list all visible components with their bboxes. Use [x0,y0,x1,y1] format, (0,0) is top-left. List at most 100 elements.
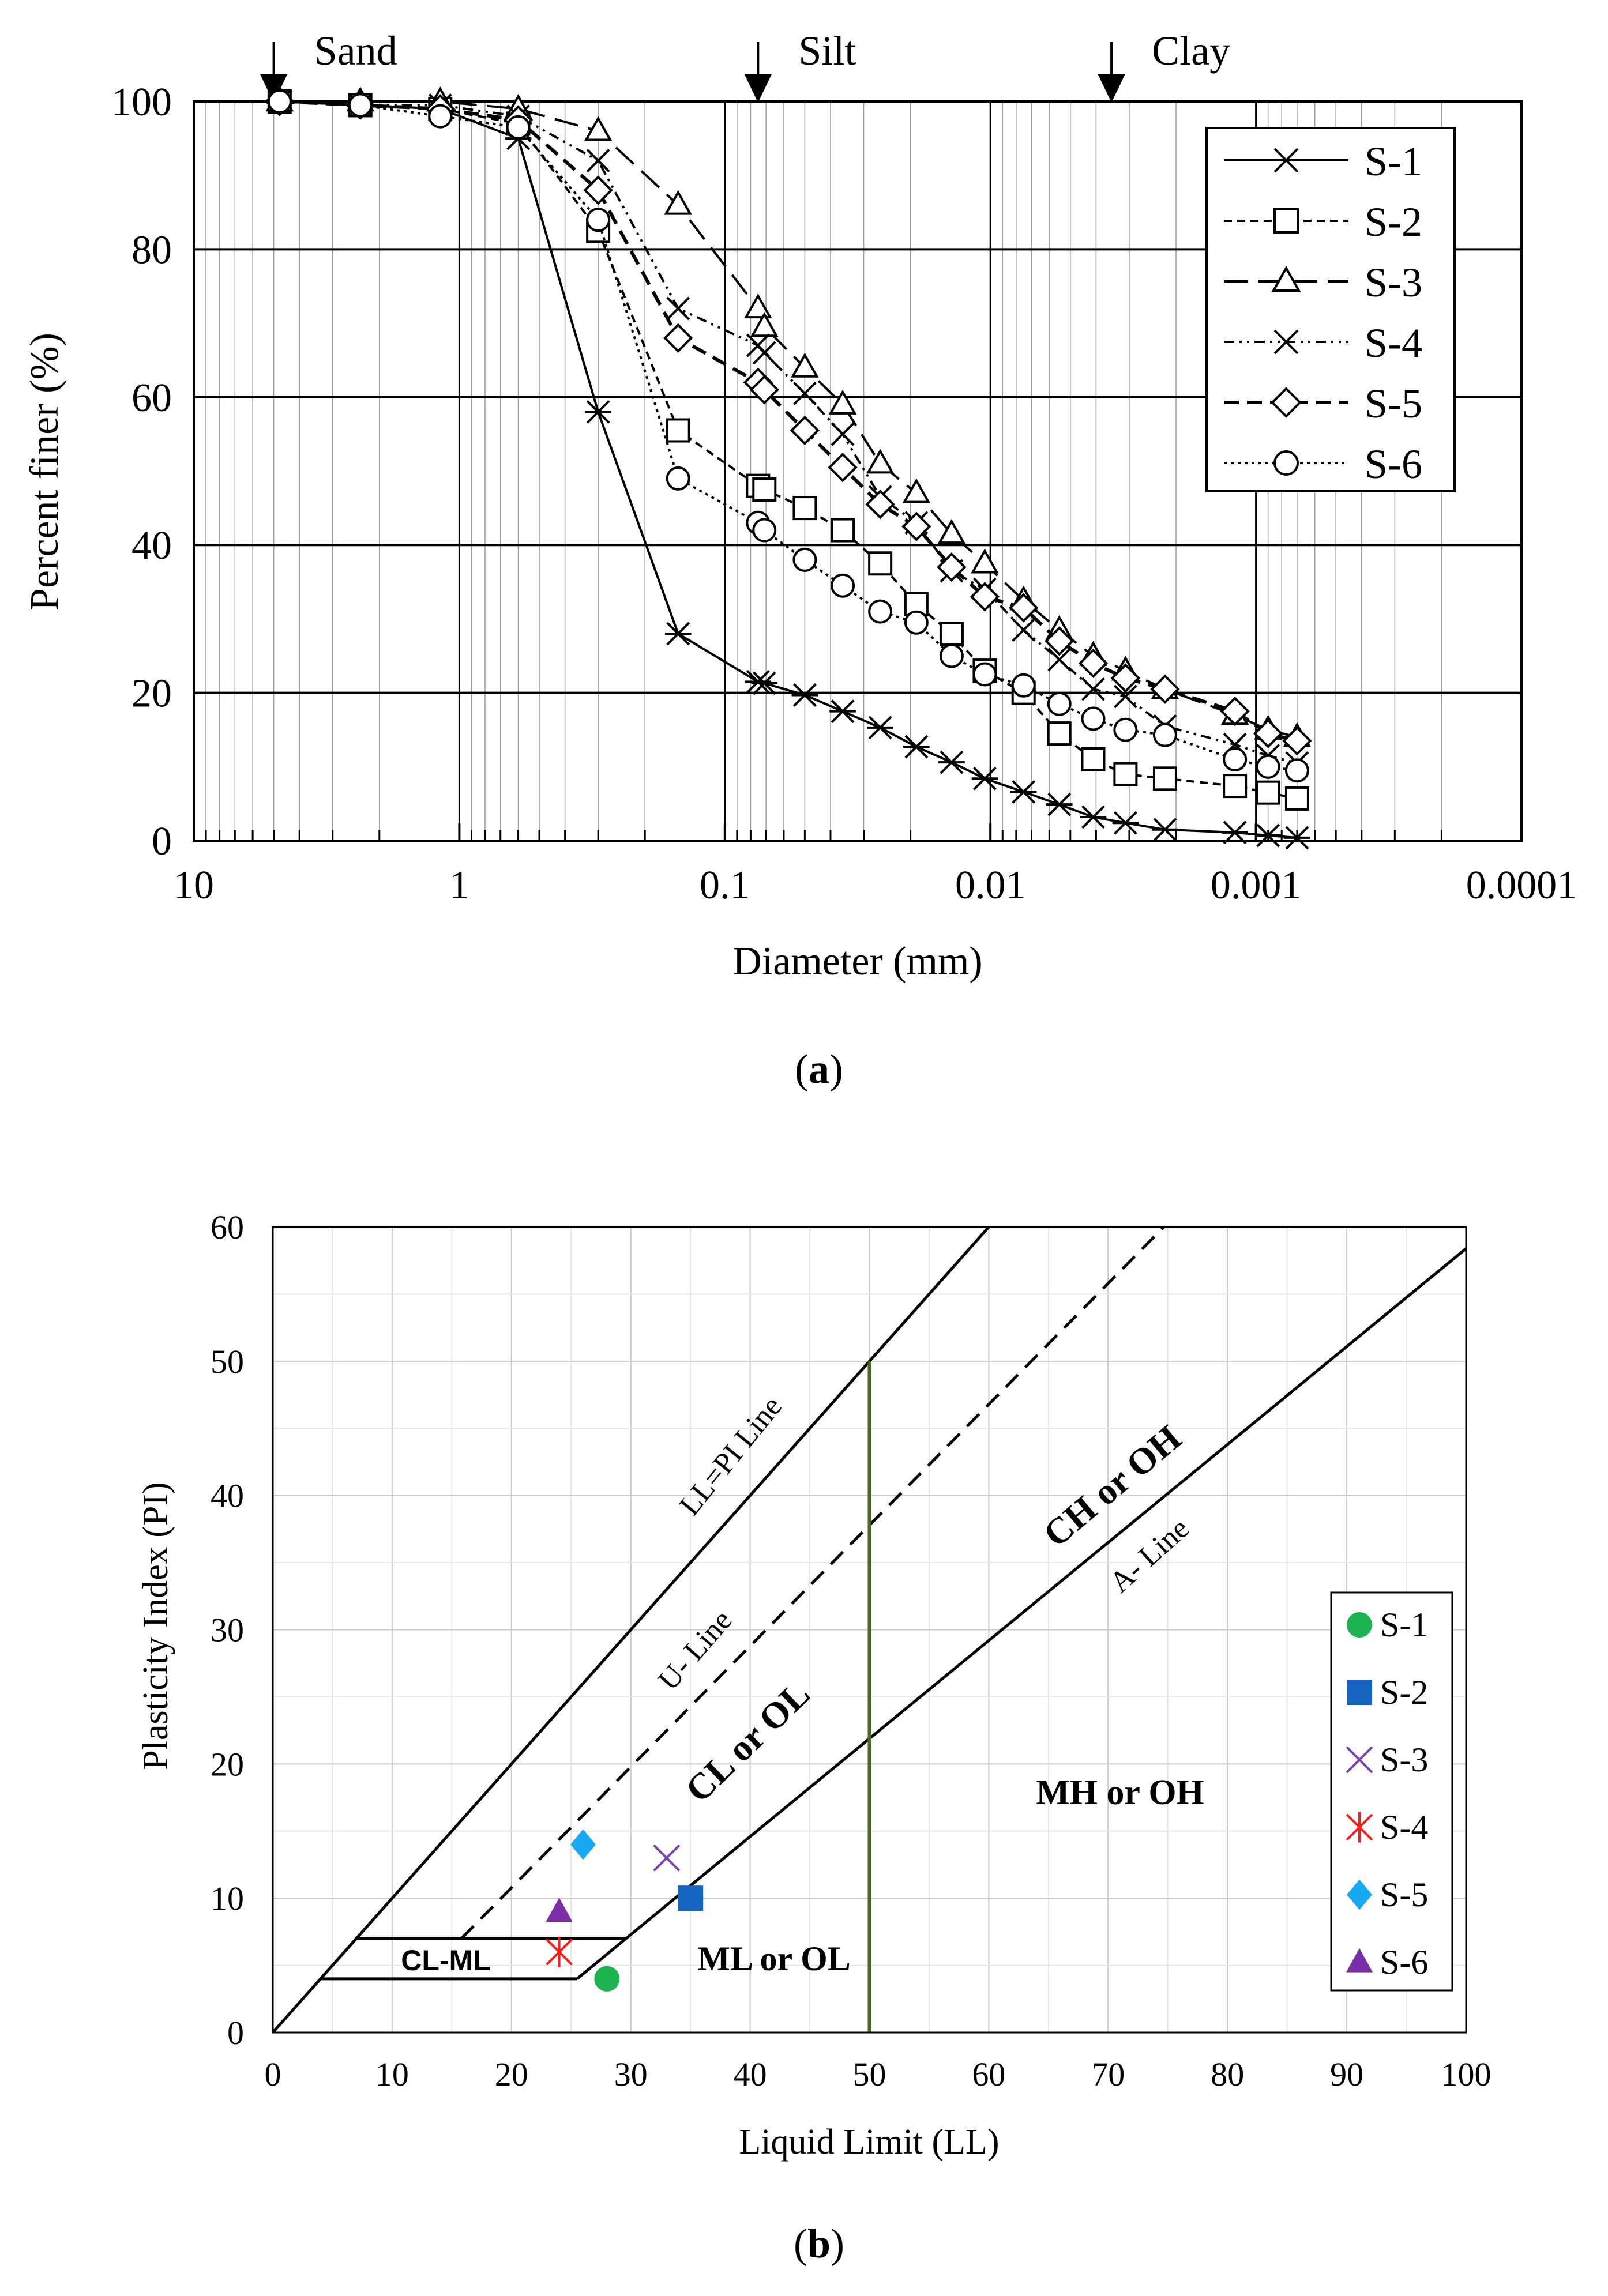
legend-label: S-4 [1380,1808,1428,1846]
triangle-marker [546,1898,573,1922]
legend-item-s-4: S-4 [1224,320,1422,366]
series-s-4 [268,89,1309,775]
circle-marker [267,89,292,114]
triangle-marker [584,116,613,141]
region-label-mh-or-oh: MH or OH [1036,1773,1204,1812]
diamond-marker [901,511,931,541]
diamond-marker [1271,387,1302,418]
x-tick-label: 60 [972,2056,1005,2093]
line-label-a: A- Line [1103,1512,1195,1599]
legend-label: S-5 [1365,381,1422,427]
asterisk-marker [829,699,856,724]
y-tick-label: 100 [111,80,172,125]
legend-item-s-2: S-2 [1224,199,1422,245]
plot-frame [272,1226,1467,2034]
circle-marker [1011,673,1036,698]
series-s-3 [265,86,1312,747]
legend-item-s-1: S-1 [1347,1606,1428,1644]
series-lines [265,86,1312,850]
square-marker [1081,747,1106,771]
x-tick-label: 10 [375,2056,409,2093]
y-tick-label: 60 [132,376,172,420]
circle-marker [1273,450,1299,476]
x-marker [1047,648,1072,672]
legend-item-s-5: S-5 [1347,1876,1428,1914]
triangle-marker [828,389,857,415]
region-label-ml-or-ol: ML or OL [697,1940,851,1978]
legend-item-s-1: S-1 [1224,138,1422,185]
circle-marker [831,573,855,598]
u-line [460,1227,1166,1940]
square-marker [1223,774,1248,799]
circle-marker [594,1966,620,1992]
circle-marker [792,547,817,572]
legend-label: S-5 [1380,1876,1428,1914]
x-stroke [1346,1746,1373,1774]
x-stroke [1081,677,1105,701]
asterisk-marker [585,400,611,424]
series-s-2 [267,89,1309,811]
legend-label: S-1 [1380,1606,1428,1644]
asterisk-marker [791,683,818,707]
x-marker [1346,1746,1373,1774]
asterisk-marker [1346,1812,1373,1843]
x-tick-labels: 0 10 20 30 40 50 60 70 80 90 100 [265,2056,1491,2093]
x-tick-label: 0.1 [700,863,750,908]
circle-marker [939,643,964,668]
point-s-1 [594,1966,620,1992]
legend-label: S-6 [1380,1943,1428,1981]
diamond-marker [1009,593,1039,623]
x-marker [586,149,610,172]
y-tick-label: 20 [211,1745,244,1783]
x-marker [653,1844,681,1872]
legend: S-1 S-2 S-3 S-4 S-5 S-6 [1330,1591,1453,1992]
asterisk-marker [1112,811,1139,835]
diamond-marker [1282,726,1312,756]
legend-item-s-3: S-3 [1346,1741,1428,1779]
circle-marker [1152,722,1177,747]
zone-label-sand: Sand [314,28,397,74]
x-tick-label: 0.0001 [1466,863,1577,908]
ll-pi-line [273,1227,991,2032]
diamond-marker [1110,663,1141,693]
caption-a-letter: a [809,1046,829,1092]
asterisk-marker [1046,792,1073,816]
circle-marker [752,518,777,543]
point-s-4 [546,1936,573,1967]
square-marker [868,551,893,576]
x-axis-label: Liquid Limit (LL) [739,2122,999,2162]
diamond-marker [663,323,693,353]
x-marker [752,341,776,365]
x-tick-label: 50 [853,2056,886,2093]
x-axis-label: Diameter (mm) [732,939,982,984]
legend-label: S-1 [1365,138,1422,185]
square-marker [666,418,690,443]
legend-box [1330,1591,1453,1992]
x-tick-label: 10 [174,863,214,908]
x-stroke [653,1844,681,1872]
x-tick-label: 90 [1330,2056,1363,2093]
square-marker [1284,786,1309,811]
square-marker [1047,721,1072,746]
square-marker [792,496,817,521]
y-tick-label: 20 [132,672,172,716]
asterisk-marker [1152,818,1178,842]
x-stroke [792,381,817,405]
diamond-marker [937,552,967,582]
diamond-marker [865,490,895,520]
circle-marker [1113,717,1138,742]
y-tick-label: 30 [211,1612,244,1649]
point-s-5 [570,1829,596,1860]
asterisk-marker [867,716,893,740]
triangle-marker [743,293,772,319]
triangle-marker [1271,265,1301,292]
y-tick-label: 0 [227,2014,244,2052]
legend-label: S-2 [1380,1673,1428,1711]
legend-item-s-3: S-3 [1224,259,1422,306]
asterisk-marker [1080,805,1107,829]
x-stroke [1113,684,1137,709]
circle-marker [1081,706,1106,731]
triangle-marker [866,449,895,474]
series-line-s-5 [279,100,1298,743]
triangle-marker [750,312,779,337]
